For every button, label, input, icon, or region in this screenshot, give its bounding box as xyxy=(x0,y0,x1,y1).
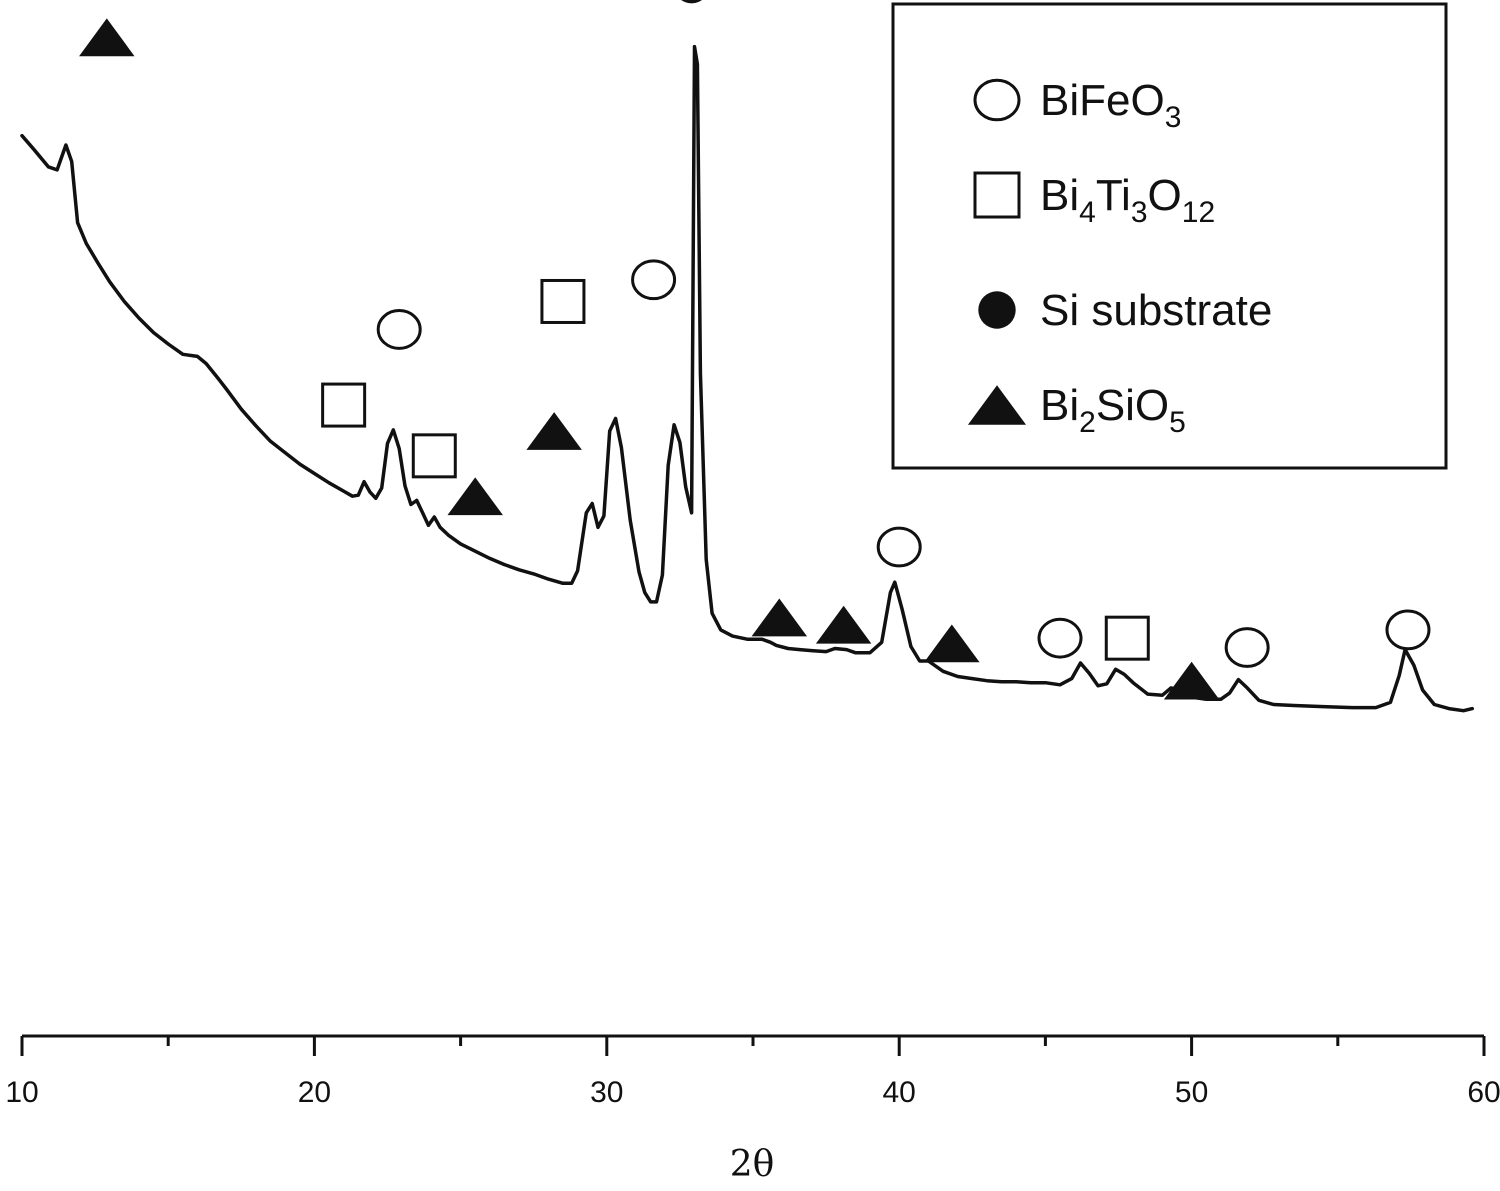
peak-marker-si-substrate xyxy=(681,0,702,4)
peak-marker-bi2sio5 xyxy=(526,412,582,450)
peak-marker-bi2sio5 xyxy=(79,18,135,57)
legend-marker-bi4ti3o12 xyxy=(973,171,1021,219)
peak-marker-bi4ti3o12 xyxy=(1104,615,1150,661)
peak-marker-bi2sio5 xyxy=(751,598,808,637)
peak-marker-bifeo3 xyxy=(631,259,677,301)
peak-marker-bi2sio5 xyxy=(1163,661,1220,700)
peak-marker-bifeo3 xyxy=(1385,609,1431,651)
legend-label: Bi4Ti3O12 xyxy=(1040,171,1215,229)
peak-marker-bifeo3 xyxy=(876,526,922,568)
peak-marker-bi2sio5 xyxy=(924,624,980,663)
peak-marker-bi4ti3o12 xyxy=(321,382,367,428)
x-tick-label: 40 xyxy=(883,1076,916,1109)
x-tick-label: 30 xyxy=(590,1076,623,1109)
legend-label: BiFeO3 xyxy=(1040,76,1181,134)
legend-entry: Si substrate xyxy=(978,286,1272,335)
legend-entry: Bi4Ti3O12 xyxy=(973,171,1215,229)
legend-entry: BiFeO3 xyxy=(973,76,1181,134)
plot-area xyxy=(20,44,1475,713)
peak-marker-bifeo3 xyxy=(1224,627,1270,668)
legend: BiFeO3 Bi4Ti3O12 Si substrate Bi2SiO5 xyxy=(891,2,1448,470)
x-tick-label: 20 xyxy=(298,1076,331,1109)
legend-marker-si-substrate xyxy=(978,291,1016,329)
legend-marker-bifeo3 xyxy=(973,78,1021,122)
peak-marker-bifeo3 xyxy=(1037,617,1083,659)
peak-markers xyxy=(79,0,1431,700)
legend-marker-bi2sio5 xyxy=(967,385,1027,425)
x-tick-label: 10 xyxy=(5,1076,38,1109)
x-tick-label: 50 xyxy=(1175,1076,1208,1109)
xrd-pattern-line xyxy=(20,44,1475,713)
peak-marker-bi4ti3o12 xyxy=(540,278,586,324)
x-tick-label: 60 xyxy=(1467,1076,1500,1109)
peak-marker-bifeo3 xyxy=(376,309,422,350)
legend-label: Bi2SiO5 xyxy=(1040,381,1186,439)
x-axis: 10 20 30 40 50 60 xyxy=(5,1034,1500,1109)
peak-marker-bi2sio5 xyxy=(447,477,503,516)
peak-marker-bi2sio5 xyxy=(815,605,872,644)
legend-label: Si substrate xyxy=(1040,286,1272,335)
legend-box xyxy=(891,2,1448,470)
x-axis-title: 2θ xyxy=(730,1144,775,1185)
legend-entry: Bi2SiO5 xyxy=(967,381,1186,439)
peak-marker-bi4ti3o12 xyxy=(411,433,457,479)
